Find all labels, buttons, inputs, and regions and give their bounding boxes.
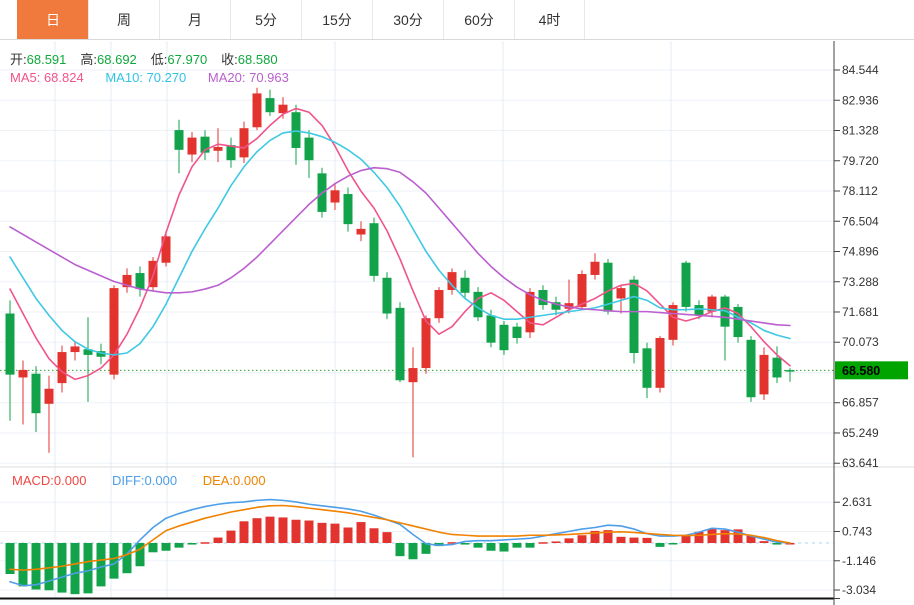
tab-30分[interactable]: 30分 (372, 0, 443, 39)
svg-text:71.681: 71.681 (842, 305, 879, 319)
quote-pair: 开:68.591 (10, 52, 67, 67)
svg-text:66.857: 66.857 (842, 396, 879, 410)
tab-5分[interactable]: 5分 (230, 0, 301, 39)
ma5-value: MA5: 68.824 (10, 70, 84, 85)
macd-readout: MACD:0.000 DIFF:0.000 DEA:0.000 (12, 473, 288, 488)
svg-text:0.743: 0.743 (842, 524, 872, 538)
ma-readout: MA5: 68.824 MA10: 70.270 MA20: 70.963 (10, 70, 307, 85)
timeframe-tabbar: 日周月 5分 15分 30分 60分 4时 (0, 0, 914, 40)
tab-月[interactable]: 月 (159, 0, 230, 39)
macd-histogram-layer (5, 516, 795, 595)
diff-value: DIFF:0.000 (112, 473, 178, 488)
svg-text:73.288: 73.288 (842, 275, 879, 289)
tab-周[interactable]: 周 (88, 0, 159, 39)
tab-日[interactable]: 日 (17, 0, 88, 39)
quote-pair: 高:68.692 (80, 52, 137, 67)
svg-text:81.328: 81.328 (842, 124, 879, 138)
macd-value: MACD:0.000 (12, 473, 87, 488)
svg-text:79.720: 79.720 (842, 154, 879, 168)
svg-text:78.112: 78.112 (842, 184, 878, 198)
current-price-badge: 68.580 (835, 361, 908, 380)
svg-text:82.936: 82.936 (842, 93, 879, 107)
svg-text:2.631: 2.631 (842, 495, 872, 509)
ma20-value: MA20: 70.963 (207, 70, 289, 85)
dea-value: DEA:0.000 (202, 473, 266, 488)
svg-text:65.249: 65.249 (842, 426, 879, 440)
svg-text:-1.146: -1.146 (842, 554, 876, 568)
tab-15分[interactable]: 15分 (301, 0, 372, 39)
quote-pair: 低:67.970 (150, 52, 208, 67)
svg-text:68.580: 68.580 (842, 364, 880, 378)
svg-text:84.544: 84.544 (842, 63, 879, 77)
ohlc-readout: 开:68.591 高:68.692 低:67.970 收:68.580 (10, 49, 292, 68)
tab-4时[interactable]: 4时 (514, 0, 585, 39)
svg-text:70.073: 70.073 (842, 335, 879, 349)
candlestick-layer (5, 87, 795, 458)
svg-text:-3.034: -3.034 (842, 583, 876, 597)
ma10-value: MA10: 70.270 (105, 70, 187, 85)
tab-60分[interactable]: 60分 (443, 0, 514, 39)
svg-text:74.896: 74.896 (842, 245, 879, 259)
quote-pair: 收:68.580 (221, 52, 278, 67)
svg-text:63.641: 63.641 (842, 456, 879, 470)
svg-text:76.504: 76.504 (842, 214, 879, 228)
